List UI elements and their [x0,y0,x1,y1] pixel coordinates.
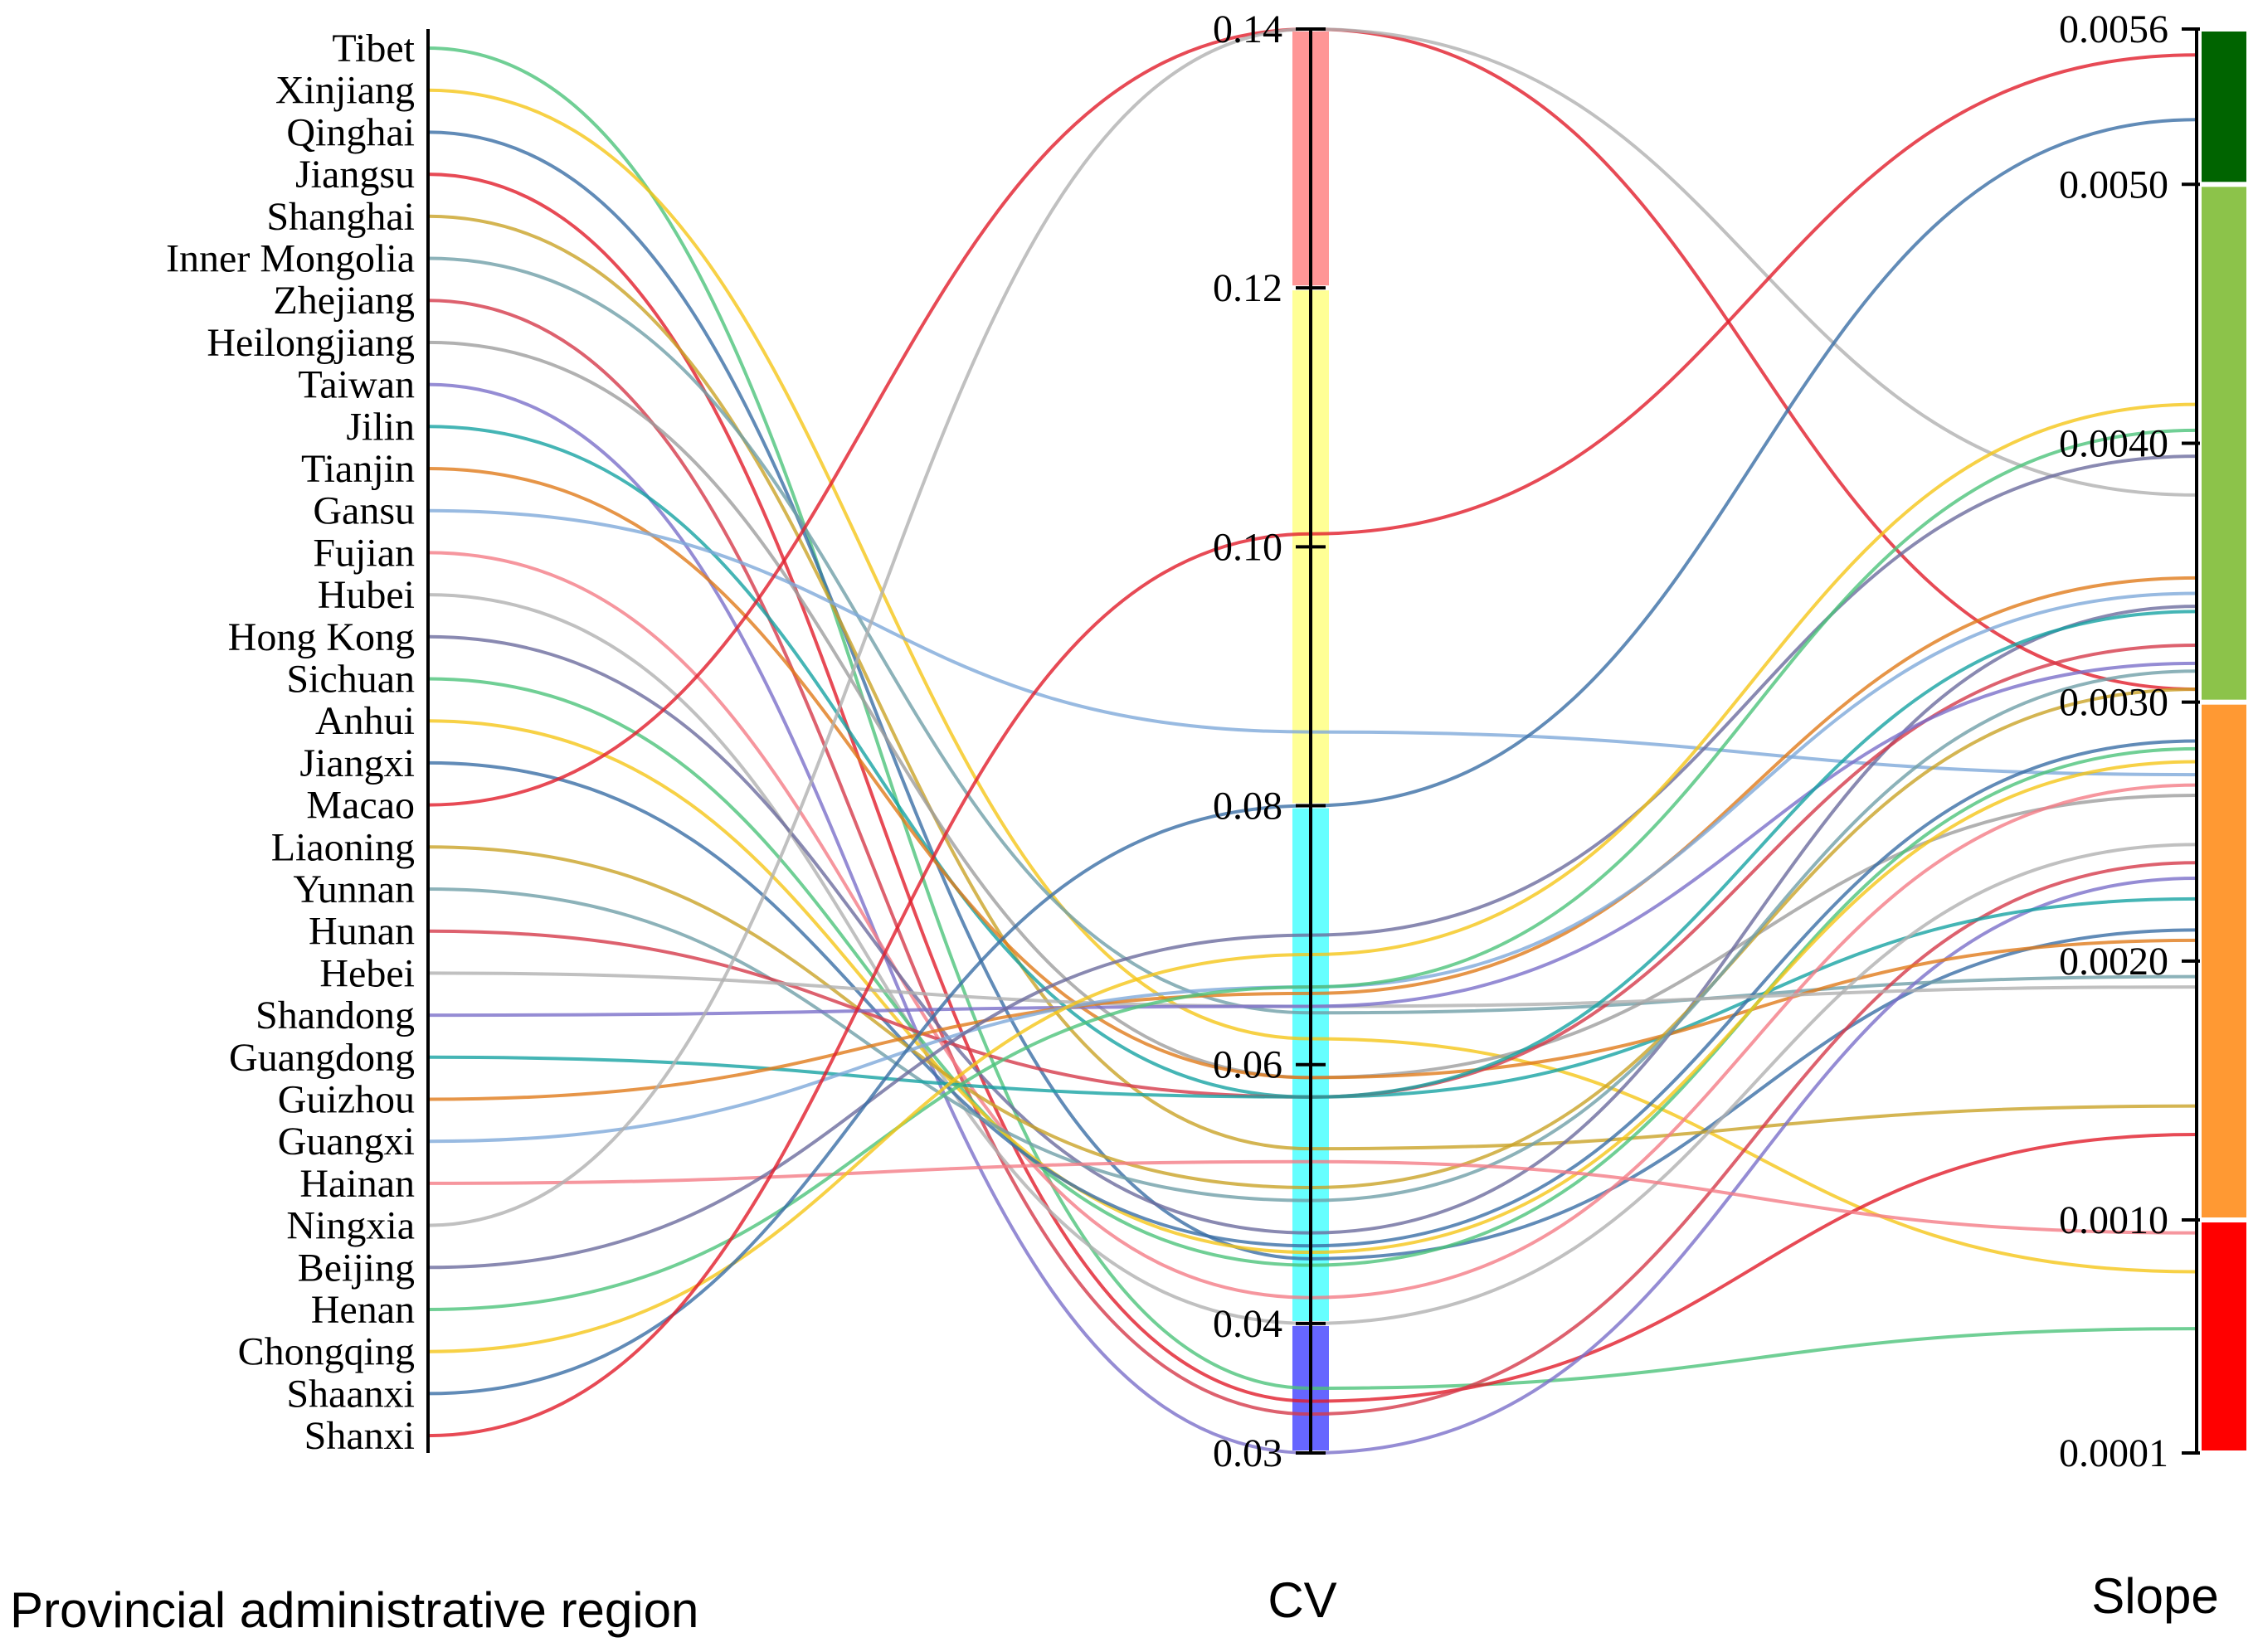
curve-zhejiang [427,299,2197,1416]
region-label: Anhui [315,699,415,743]
cv-axis-title: CV [1268,1572,1336,1628]
cv-tick-label: 0.08 [1213,785,1282,828]
slope-band-0 [2202,32,2246,182]
region-label: Hunan [309,910,415,954]
region-label: Gansu [313,489,415,533]
region-label: Hainan [299,1162,415,1206]
curve-taiwan [427,382,2197,1455]
region-label: Ningxia [286,1204,415,1248]
curve-tianjin [427,467,2197,1080]
region-label: Liaoning [271,825,415,869]
region-label: Shanxi [304,1414,415,1458]
region-label: Shandong [255,994,415,1037]
color-bands [1292,32,2246,1450]
region-label: Henan [311,1288,415,1332]
region-label: Xinjiang [275,69,415,113]
slope-band-1 [2202,187,2246,700]
region-label: Inner Mongolia [166,237,415,281]
curve-shandong [427,661,2197,1018]
slope-tick-label: 0.0001 [2059,1431,2168,1475]
region-label: Hong Kong [228,615,415,659]
region-label: Sichuan [286,658,415,702]
slope-tick-label: 0.0020 [2059,940,2168,984]
axis-ticks: 0.14 0.12 0.10 0.08 0.06 0.04 0.03 0.0056 0.0050… [1213,7,2200,1475]
curve-jilin [427,425,2197,1099]
slope-tick-label: 0.0050 [2059,163,2168,206]
curve-xinjiang [427,88,2197,1274]
region-label: Zhejiang [273,279,415,323]
cv-tick-label: 0.12 [1213,266,1282,310]
region-label: Hubei [318,573,415,617]
slope-tick-label: 0.0040 [2059,421,2168,465]
cv-tick-label: 0.14 [1213,7,1282,51]
curve-shanghai [427,214,2197,1151]
region-label: Yunnan [293,867,415,911]
curve-shanxi [427,53,2197,1438]
curve-hubei [427,593,2197,1325]
cv-tick-label: 0.06 [1213,1043,1282,1087]
curve-tibet [427,46,2197,1390]
curve-jiangsu [427,172,2197,1403]
region-label: Jiangsu [295,153,415,197]
region-label: Guizhou [278,1078,415,1122]
cv-tick-label: 0.10 [1213,525,1282,569]
region-label: Tianjin [301,447,415,491]
region-label: Chongqing [238,1330,415,1374]
slope-band-3 [2202,1222,2246,1450]
region-label: Jiangxi [299,741,415,785]
cv-tick-label: 0.03 [1213,1431,1282,1475]
slope-tick-label: 0.0056 [2059,7,2168,51]
axes [426,29,2198,1453]
curve-yunnan [427,669,2197,1203]
region-label: Qinghai [286,110,415,154]
axis-titles: Provincial administrative region CV Slop… [10,1568,2219,1638]
curve-ningxia [427,27,2197,1227]
region-axis-title: Provincial administrative region [10,1582,698,1638]
curve-henan [427,428,2197,1311]
region-label: Fujian [313,531,415,575]
region-label: Jilin [346,405,415,449]
slope-tick-label: 0.0010 [2059,1198,2168,1242]
curve-guizhou [427,576,2197,1101]
region-label: Shanghai [266,195,415,239]
region-label: Heilongjiang [207,321,415,365]
region-label: Tibet [332,27,415,70]
slope-axis-title: Slope [2091,1568,2218,1624]
region-labels: TibetXinjiangQinghaiJiangsuShanghaiInner… [166,27,416,1458]
curve-fujian [427,551,2197,1300]
region-label: Guangdong [229,1036,415,1080]
slope-band-2 [2202,704,2246,1218]
slope-tick-label: 0.0030 [2059,681,2168,725]
region-label: Hebei [319,951,415,995]
series-curves [427,27,2197,1455]
region-label: Guangxi [278,1120,415,1164]
region-label: Taiwan [298,363,415,407]
region-label: Shaanxi [286,1372,415,1416]
region-label: Beijing [298,1246,415,1290]
cv-tick-label: 0.04 [1213,1302,1282,1346]
region-label: Macao [306,784,415,828]
